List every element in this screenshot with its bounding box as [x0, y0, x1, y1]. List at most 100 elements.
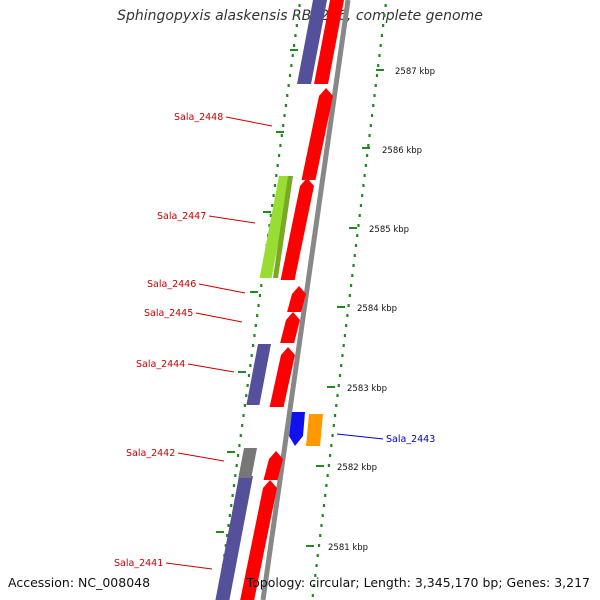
track-dot	[272, 194, 275, 197]
track-dot	[286, 94, 289, 97]
track-dot	[380, 34, 384, 37]
track-dot	[337, 384, 340, 387]
ruler-label: 2584 kbp	[357, 304, 397, 314]
track-dot	[383, 14, 386, 17]
gene-label: Sala_2443	[386, 434, 435, 445]
track-dot	[311, 594, 314, 597]
genome-title: Sphingopyxis alaskensis RB2256, complete…	[117, 8, 483, 24]
backbone-line	[260, 0, 351, 600]
cds-arrow	[269, 347, 295, 407]
track-dot	[361, 194, 364, 197]
gene-label: Sala_2442	[126, 448, 175, 459]
ruler-label: 2586 kbp	[382, 146, 422, 156]
track-dot	[368, 134, 371, 137]
gene-leader-line	[165, 562, 213, 570]
track-dot	[329, 454, 332, 457]
track-dot	[236, 454, 240, 457]
track-dot	[257, 304, 260, 307]
track-dot	[367, 144, 370, 147]
track-dot	[276, 164, 279, 167]
track-dot	[271, 204, 274, 207]
track-dot	[243, 404, 246, 407]
gene-leader-line	[187, 363, 235, 373]
track-dot	[377, 64, 380, 67]
track-dot	[291, 54, 294, 57]
ruler-label: 2583 kbp	[347, 384, 387, 394]
track-dot	[251, 344, 255, 347]
gene-label: Sala_2441	[114, 558, 163, 569]
track-dot	[346, 314, 349, 317]
track-dot	[314, 574, 317, 577]
purple-feature	[246, 344, 271, 405]
track-dot	[245, 394, 248, 397]
ruler-label: 2582 kbp	[337, 463, 377, 473]
track-dot	[282, 124, 285, 127]
track-dot	[370, 114, 374, 117]
track-dot	[353, 254, 356, 257]
track-dot	[359, 204, 363, 207]
track-dot	[338, 374, 342, 377]
track-dot	[312, 584, 316, 587]
track-dot	[231, 494, 234, 497]
track-dot	[333, 414, 337, 417]
track-dot	[249, 364, 252, 367]
orange-feature	[306, 414, 323, 446]
track-dot	[325, 484, 328, 487]
track-dot	[340, 364, 343, 367]
track-dot	[288, 74, 292, 77]
track-dot	[336, 394, 339, 397]
cds-arrow	[301, 88, 333, 180]
track-dot	[335, 404, 338, 407]
green-feature	[259, 176, 291, 278]
track-dot	[347, 304, 350, 307]
gene-label: Sala_2445	[144, 308, 193, 319]
track-dot	[232, 484, 236, 487]
topology-text: Topology: circular; Length: 3,345,170 bp…	[246, 575, 590, 590]
track-dot	[375, 74, 379, 77]
track-dot	[234, 474, 237, 477]
track-dot	[345, 324, 348, 327]
track-dot	[369, 124, 372, 127]
track-dot	[354, 244, 358, 247]
purple-feature	[297, 0, 327, 84]
gene-label: Sala_2447	[157, 211, 206, 222]
gene-label: Sala_2448	[174, 112, 223, 123]
track-dot	[374, 84, 377, 87]
gene-leader-line	[195, 312, 243, 323]
track-dot	[295, 24, 298, 27]
track-dot	[384, 4, 387, 7]
track-dot	[241, 424, 244, 427]
track-dot	[269, 214, 272, 217]
track-dot	[280, 134, 283, 137]
track-dot	[246, 384, 249, 387]
track-dot	[235, 464, 238, 467]
track-dot	[226, 534, 229, 537]
track-dot	[290, 64, 293, 67]
track-dot	[287, 84, 290, 87]
track-dot	[321, 514, 324, 517]
cds-arrow	[280, 178, 314, 280]
track-dot	[320, 524, 323, 527]
track-dot	[372, 104, 375, 107]
track-dot	[258, 294, 262, 297]
track-dot	[292, 44, 296, 47]
track-dot	[342, 344, 345, 347]
blue-feature	[289, 412, 305, 446]
gene-leader-line	[198, 283, 246, 294]
track-dot	[358, 214, 361, 217]
gene-leader-line	[336, 433, 384, 440]
track-dot	[319, 534, 322, 537]
track-dot	[275, 174, 278, 177]
track-dot	[378, 54, 381, 57]
track-dot	[228, 514, 231, 517]
track-dot	[356, 234, 359, 237]
track-dot	[283, 114, 286, 117]
track-dot	[316, 554, 319, 557]
track-dot	[362, 184, 365, 187]
track-dot	[238, 444, 241, 447]
track-dot	[348, 294, 351, 297]
track-dot	[239, 434, 242, 437]
gene-label: Sala_2444	[136, 359, 185, 370]
